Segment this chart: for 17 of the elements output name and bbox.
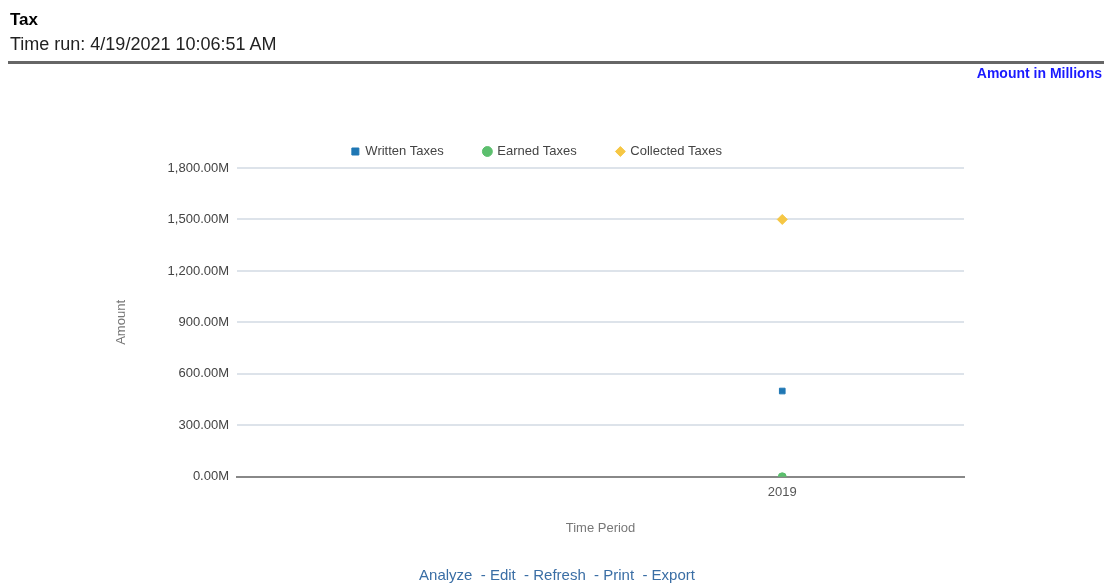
y-tick-label: 900.00M xyxy=(178,313,230,329)
legend-label: Collected Taxes xyxy=(630,143,723,159)
y-tick-label: 300.00M xyxy=(178,416,230,432)
y-tick-label: 600.00M xyxy=(178,365,230,381)
chart-subtitle: Time run: 4/19/2021 10:06:51 AM xyxy=(10,34,277,55)
text: Tax xyxy=(10,10,39,30)
text: Analyze - Edit - Refresh - Print - Export xyxy=(418,566,696,583)
y-tick-label: 1,500.00M xyxy=(167,211,230,227)
y-axis-title: Amount xyxy=(113,299,129,345)
x-tick-label: 2019 xyxy=(767,484,797,500)
y-tick-label: 0.00M xyxy=(192,468,230,484)
y-tick-label: 1,200.00M xyxy=(167,262,230,278)
legend-label: Written Taxes xyxy=(365,143,445,159)
x-axis-title: Time Period xyxy=(565,519,636,535)
y-tick-label: 1,800.00M xyxy=(167,159,230,175)
legend-label: Earned Taxes xyxy=(497,143,578,159)
text: Amount in Millions xyxy=(976,65,1102,81)
